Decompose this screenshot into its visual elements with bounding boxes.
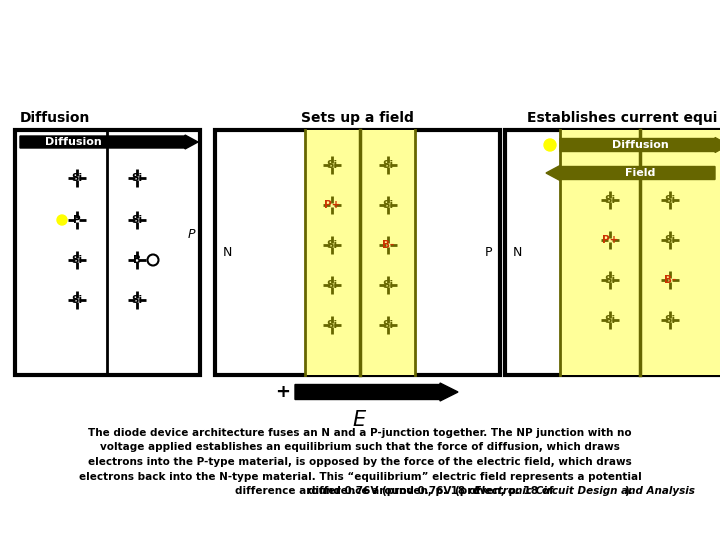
Text: Establishes current equi: Establishes current equi <box>527 111 718 125</box>
Text: Si: Si <box>382 160 394 170</box>
Bar <box>560 130 720 375</box>
Text: Si: Si <box>382 280 394 290</box>
Text: Electronic Circuit Design and Analysis: Electronic Circuit Design and Analysis <box>474 486 695 496</box>
Text: Si: Si <box>604 275 616 285</box>
Text: electrons into the P-type material, is opposed by the force of the electric fiel: electrons into the P-type material, is o… <box>88 457 632 467</box>
FancyArrow shape <box>20 135 198 149</box>
Text: electrons back into the N-type material. This “equilibrium” electric field repre: electrons back into the N-type material.… <box>78 471 642 482</box>
FancyArrow shape <box>560 138 720 152</box>
Text: P: P <box>187 228 195 241</box>
Text: B-: B- <box>664 275 676 285</box>
Text: difference around 0.76V (proven, p. 18 of: difference around 0.76V (proven, p. 18 o… <box>235 486 485 496</box>
Circle shape <box>57 215 67 225</box>
Text: Diffusion: Diffusion <box>20 111 91 125</box>
Text: Si: Si <box>665 235 675 245</box>
Text: P+: P+ <box>602 235 618 245</box>
Text: P: P <box>73 215 81 225</box>
Text: Field: Field <box>625 168 655 178</box>
Text: Si: Si <box>604 315 616 325</box>
Text: difference around 0.76V (proven, p. 18 of Electronic Circuit Design and Analysis: difference around 0.76V (proven, p. 18 o… <box>120 486 600 496</box>
Text: Si: Si <box>71 295 83 305</box>
Text: P+: P+ <box>324 200 340 210</box>
Text: $E$: $E$ <box>352 410 368 430</box>
Text: +: + <box>275 383 290 401</box>
Circle shape <box>544 139 556 151</box>
Text: B: B <box>133 255 141 265</box>
Text: Si: Si <box>132 215 143 225</box>
Text: Diffusion: Diffusion <box>611 140 668 150</box>
Bar <box>15 130 200 375</box>
Text: Si: Si <box>326 240 338 250</box>
Text: Si: Si <box>71 173 83 183</box>
Text: Si: Si <box>665 195 675 205</box>
Text: B-: B- <box>382 240 394 250</box>
Text: N: N <box>223 246 233 259</box>
Text: Si: Si <box>665 315 675 325</box>
Text: Si: Si <box>132 295 143 305</box>
FancyArrow shape <box>295 383 458 401</box>
Text: Si: Si <box>604 195 616 205</box>
Bar <box>305 130 415 375</box>
Text: difference around 0.76V (proven, p. 18 of: difference around 0.76V (proven, p. 18 o… <box>308 486 557 496</box>
Text: Si: Si <box>326 160 338 170</box>
Text: -: - <box>448 383 456 401</box>
Text: Sets up a field: Sets up a field <box>301 111 414 125</box>
Bar <box>215 130 500 375</box>
Text: Si: Si <box>382 200 394 210</box>
Text: Si: Si <box>326 280 338 290</box>
Text: N: N <box>513 246 523 259</box>
Text: Si: Si <box>132 173 143 183</box>
Text: Si: Si <box>71 255 83 265</box>
Text: Si: Si <box>382 320 394 330</box>
Text: ).: ). <box>624 486 633 496</box>
Bar <box>505 130 720 375</box>
Text: Si: Si <box>326 320 338 330</box>
Text: Diffusion: Diffusion <box>45 137 102 147</box>
Text: voltage applied establishes an equilibrium such that the force of diffusion, whi: voltage applied establishes an equilibri… <box>100 442 620 453</box>
Text: The diode device architecture fuses an N and a P-junction together. The NP junct: The diode device architecture fuses an N… <box>88 428 632 438</box>
FancyArrow shape <box>546 165 715 180</box>
Text: P: P <box>485 246 492 259</box>
